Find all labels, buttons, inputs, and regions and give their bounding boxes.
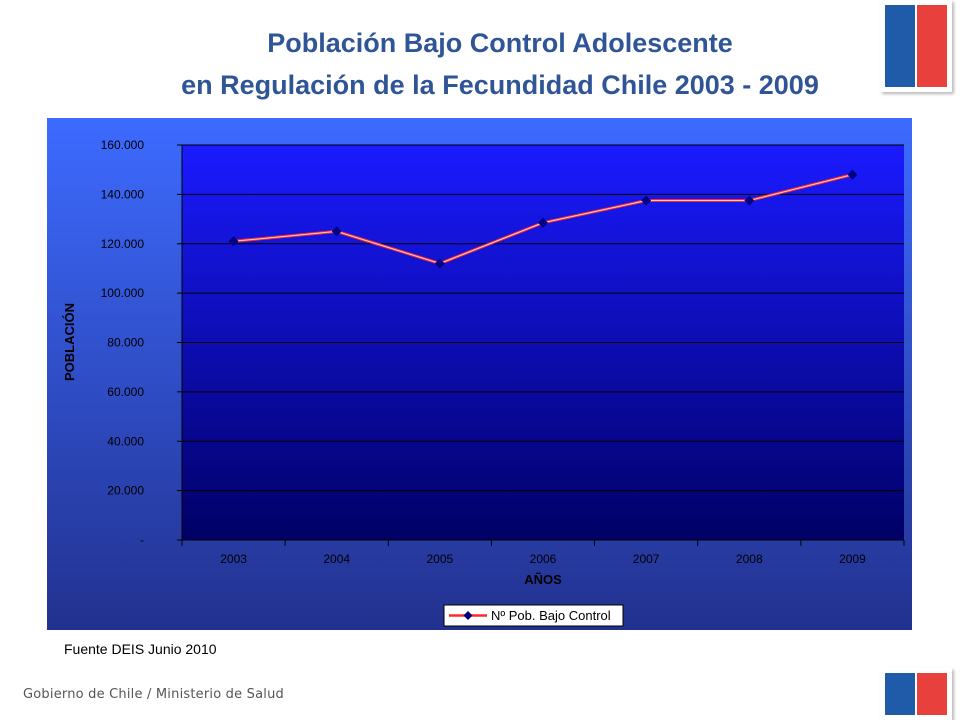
legend-label: Nº Pob. Bajo Control [491, 608, 611, 623]
y-tick-label: - [140, 533, 144, 547]
y-tick-label: 40.000 [107, 434, 144, 448]
legend-marker-swatch [463, 611, 473, 620]
chile-flag-logo-top [880, 0, 952, 92]
data-point-marker [538, 217, 548, 228]
data-point-marker [434, 258, 445, 269]
x-tick-label: 2004 [323, 552, 350, 566]
x-tick-label: 2008 [736, 552, 763, 566]
x-tick-label: 2003 [220, 552, 247, 566]
x-tick-label: 2006 [530, 552, 557, 566]
x-tick-label: 2009 [839, 552, 866, 566]
legend-box [443, 604, 624, 627]
y-tick-label: 60.000 [107, 385, 144, 399]
footer-organization: Gobierno de Chile / Ministerio de Salud [23, 687, 284, 702]
y-tick-label: 120.000 [101, 237, 145, 251]
data-point-marker [847, 169, 858, 180]
page-title-line-2: en Regulación de la Fecundidad Chile 200… [181, 70, 819, 100]
y-tick-label: 160.000 [101, 138, 145, 152]
flag-red-stripe [917, 5, 947, 87]
x-tick-label: 2005 [427, 552, 454, 566]
x-tick-label: 2007 [633, 552, 660, 566]
data-point-marker [641, 195, 652, 206]
y-axis-title: POBLACIÓN [62, 303, 77, 381]
flag-blue-stripe [885, 5, 915, 87]
chile-flag-logo-bottom [880, 668, 952, 720]
chart-container: - 20.000 40.000 60.000 80.000 100.000 120.000 1… [47, 118, 912, 630]
flag-red-stripe [917, 673, 947, 715]
y-tick-label: 20.000 [107, 484, 144, 498]
y-tick-label: 140.000 [101, 187, 145, 201]
y-tick-label: 100.000 [101, 286, 145, 300]
data-point-marker [744, 195, 755, 206]
x-axis-title: AÑOS [524, 572, 562, 587]
line-chart: - 20.000 40.000 60.000 80.000 100.000 120.000 1… [47, 118, 912, 630]
source-note: Fuente DEIS Junio 2010 [64, 641, 217, 657]
data-point-marker [331, 226, 342, 237]
page-title-line-1: Población Bajo Control Adolescente [267, 28, 733, 58]
data-point-marker [228, 236, 239, 247]
y-tick-label: 80.000 [107, 336, 144, 350]
flag-blue-stripe [885, 673, 915, 715]
chart-legend: Nº Pob. Bajo Control [443, 604, 624, 627]
